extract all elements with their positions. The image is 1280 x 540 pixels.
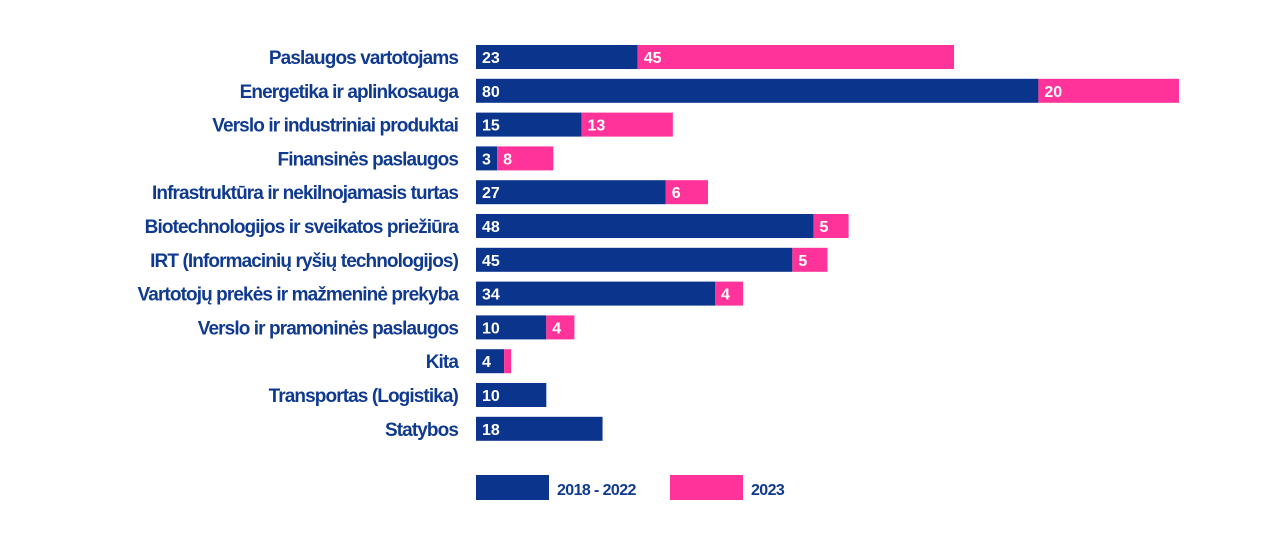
category-label: Verslo ir industriniai produktai — [212, 116, 458, 137]
bar-segment-2018-2022 — [476, 281, 716, 306]
category-label: Finansinės paslaugos — [278, 149, 459, 170]
bar-row-statybos: Statybos 18 — [385, 416, 603, 441]
legend-label-2018-2022: 2018 - 2022 — [557, 482, 637, 499]
category-label: Transportas (Logistika) — [269, 386, 459, 407]
value-label-2023: 5 — [819, 219, 828, 236]
bar-segment-2018-2022 — [476, 45, 638, 69]
legend: 2018 - 2022 2023 — [476, 475, 785, 500]
bar-row-verslo-ir-industriniai-produktai: Verslo ir industriniai produktai 15 13 — [212, 112, 673, 137]
value-label-2018-2022: 48 — [482, 219, 500, 236]
bar-segment-2023 — [1038, 78, 1179, 103]
value-label-2018-2022: 3 — [482, 151, 491, 168]
value-label-2018-2022: 27 — [482, 185, 500, 202]
bar-row-biotechnologijos-ir-sveikatos-prieziura: Biotechnologijos ir sveikatos priežiūra 4… — [145, 214, 849, 238]
category-label: Energetika ir aplinkosauga — [240, 82, 460, 103]
category-label: Verslo ir pramoninės paslaugos — [198, 318, 459, 339]
value-label-2018-2022: 10 — [482, 388, 500, 405]
bar-segment-2023 — [497, 146, 554, 171]
category-label: IRT (Informacinių ryšių technologijos) — [150, 251, 458, 272]
value-label-2018-2022: 4 — [482, 354, 491, 371]
bar-segment-2018-2022 — [476, 146, 498, 171]
bar-row-infrastruktura-ir-nekilnojamasis-turtas: Infrastruktūra ir nekilnojamasis turtas 2… — [152, 180, 708, 205]
bar-row-vartotoju-prekes-ir-mazmenine-prekyba: Vartotojų prekės ir mažmeninė prekyba 34 4 — [138, 281, 744, 306]
value-label-2018-2022: 80 — [482, 84, 500, 101]
bar-segment-2023 — [504, 349, 512, 374]
category-label: Biotechnologijos ir sveikatos priežiūra — [145, 217, 460, 238]
bar-segment-2023 — [665, 180, 708, 205]
bar-segment-2023 — [715, 281, 744, 306]
bar-row-paslaugos-vartotojams: Paslaugos vartotojams 23 45 — [269, 45, 955, 69]
value-label-2018-2022: 23 — [482, 50, 500, 67]
bar-segment-2023 — [581, 112, 673, 137]
value-label-2023: 45 — [644, 50, 662, 67]
bar-segment-2023 — [792, 247, 828, 272]
category-label: Infrastruktūra ir nekilnojamasis turtas — [152, 183, 458, 204]
bar-segment-2018-2022 — [476, 214, 814, 238]
bar-segment-2018-2022 — [476, 180, 666, 205]
bar-segment-2018-2022 — [476, 315, 547, 340]
bar-row-finansines-paslaugos: Finansinės paslaugos 3 8 — [278, 146, 554, 171]
bar-row-kita: Kita 4 — [426, 349, 512, 374]
bar-segment-2018-2022 — [476, 78, 1039, 103]
legend-label-2023: 2023 — [751, 482, 785, 499]
bar-segment-2018-2022 — [476, 349, 505, 374]
value-label-2023: 4 — [552, 320, 561, 337]
bar-segment-2023 — [546, 315, 575, 340]
bar-segment-2018-2022 — [476, 383, 547, 407]
value-label-2023: 13 — [587, 118, 605, 135]
category-label: Kita — [426, 352, 460, 373]
legend-swatch-2023 — [670, 475, 743, 500]
bar-segment-2023 — [637, 45, 955, 69]
category-label: Paslaugos vartotojams — [269, 48, 458, 69]
bar-row-transportas-logistika: Transportas (Logistika) 10 — [269, 383, 547, 407]
bar-row-verslo-ir-pramonines-paslaugos: Verslo ir pramoninės paslaugos 10 4 — [198, 315, 575, 340]
value-label-2023: 4 — [721, 287, 730, 304]
value-label-2023: 6 — [672, 185, 681, 202]
category-label: Statybos — [385, 420, 458, 441]
value-label-2023: 20 — [1044, 84, 1062, 101]
value-label-2018-2022: 18 — [482, 422, 500, 439]
bar-row-energetika-ir-aplinkosauga: Energetika ir aplinkosauga 80 20 — [240, 78, 1179, 103]
legend-swatch-2018-2022 — [476, 475, 549, 500]
value-label-2018-2022: 34 — [482, 287, 500, 304]
value-label-2023: 5 — [798, 253, 807, 270]
category-label: Vartotojų prekės ir mažmeninė prekyba — [138, 285, 460, 306]
value-label-2018-2022: 15 — [482, 118, 500, 135]
bar-segment-2018-2022 — [476, 247, 793, 272]
bar-segment-2023 — [813, 214, 849, 238]
value-label-2018-2022: 10 — [482, 320, 500, 337]
bar-segment-2018-2022 — [476, 112, 582, 137]
bar-row-irt-informaciniu-rysiu-technologijos: IRT (Informacinių ryšių technologijos) 45… — [150, 247, 828, 272]
bar-segment-2018-2022 — [476, 416, 603, 441]
value-label-2018-2022: 45 — [482, 253, 500, 270]
value-label-2023: 8 — [503, 151, 512, 168]
